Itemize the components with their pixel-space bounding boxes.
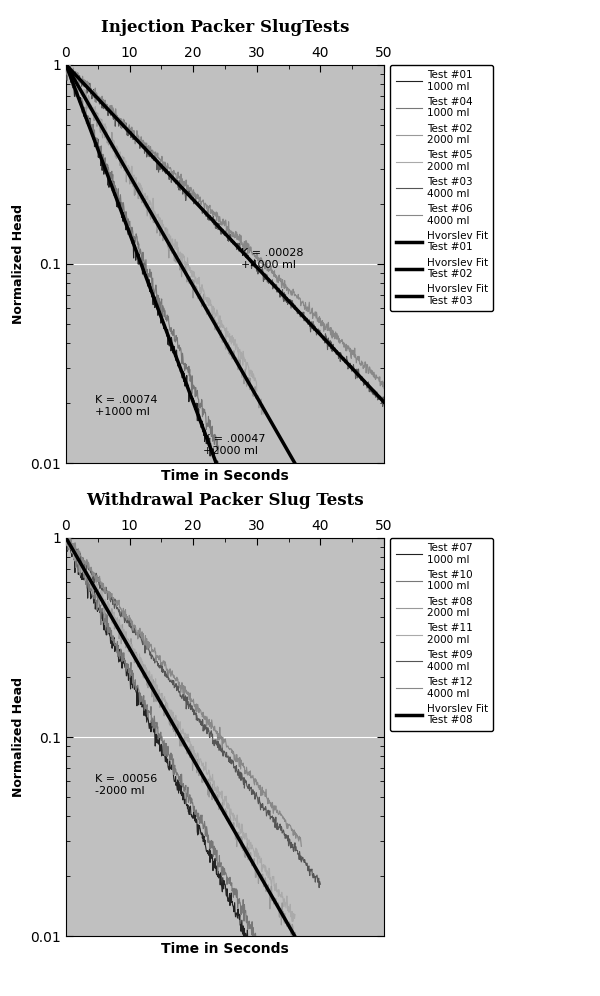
Title: Withdrawal Packer Slug Tests: Withdrawal Packer Slug Tests [86,492,364,509]
Text: K = .00047
+2000 ml: K = .00047 +2000 ml [203,434,265,455]
Text: K = .00028
+4000 ml: K = .00028 +4000 ml [241,248,304,270]
Text: K = .00056
-2000 ml: K = .00056 -2000 ml [95,774,157,796]
X-axis label: Time in Seconds: Time in Seconds [161,469,289,483]
Title: Injection Packer SlugTests: Injection Packer SlugTests [101,19,349,36]
Legend: Test #01
1000 ml, Test #04
1000 ml, Test #02
2000 ml, Test #05
2000 ml, Test #03: Test #01 1000 ml, Test #04 1000 ml, Test… [391,65,493,311]
Text: K = .00074
+1000 ml: K = .00074 +1000 ml [95,395,157,416]
Y-axis label: Normalized Head: Normalized Head [12,204,25,324]
Legend: Test #07
1000 ml, Test #10
1000 ml, Test #08
2000 ml, Test #11
2000 ml, Test #09: Test #07 1000 ml, Test #10 1000 ml, Test… [391,538,493,731]
Y-axis label: Normalized Head: Normalized Head [12,677,25,797]
X-axis label: Time in Seconds: Time in Seconds [161,942,289,956]
